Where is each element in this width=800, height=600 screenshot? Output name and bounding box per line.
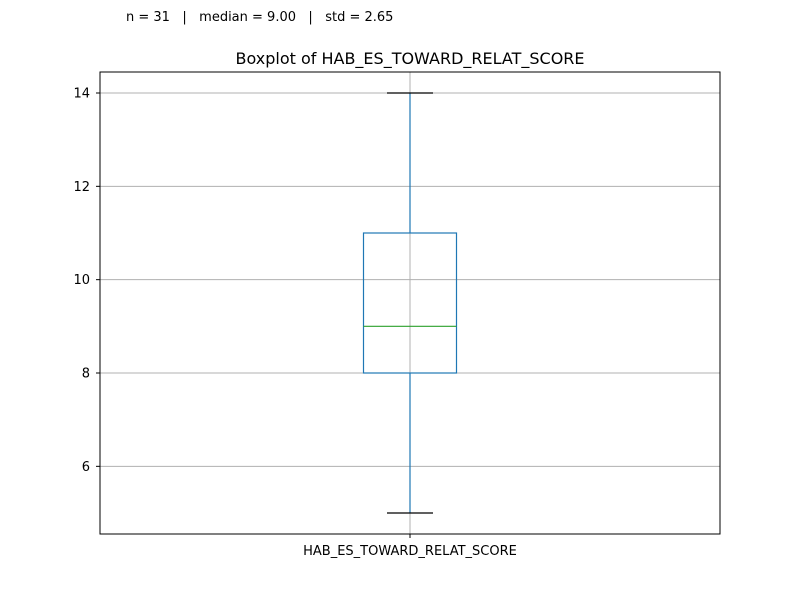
y-tick-label: 14 (73, 87, 90, 102)
x-axis-ticks: HAB_ES_TOWARD_RELAT_SCORE (303, 534, 517, 559)
stats-std: std = 2.65 (325, 10, 394, 25)
iqr-box (362, 232, 458, 374)
y-tick-label: 12 (73, 180, 90, 195)
y-tick-label: 6 (82, 460, 90, 475)
y-tick-label: 10 (73, 273, 90, 288)
chart-title: Boxplot of HAB_ES_TOWARD_RELAT_SCORE (235, 49, 584, 69)
stats-summary: n = 31 | median = 9.00 | std = 2.65 (126, 10, 393, 25)
stats-separator-2: | (308, 10, 313, 25)
stats-n: n = 31 (126, 10, 170, 25)
box-group (362, 92, 458, 514)
x-tick-label: HAB_ES_TOWARD_RELAT_SCORE (303, 544, 517, 559)
y-tick-label: 8 (82, 367, 90, 382)
y-axis-ticks: 6 8 10 12 14 (73, 87, 100, 475)
stats-separator-1: | (182, 10, 187, 25)
stats-median: median = 9.00 (199, 10, 296, 25)
